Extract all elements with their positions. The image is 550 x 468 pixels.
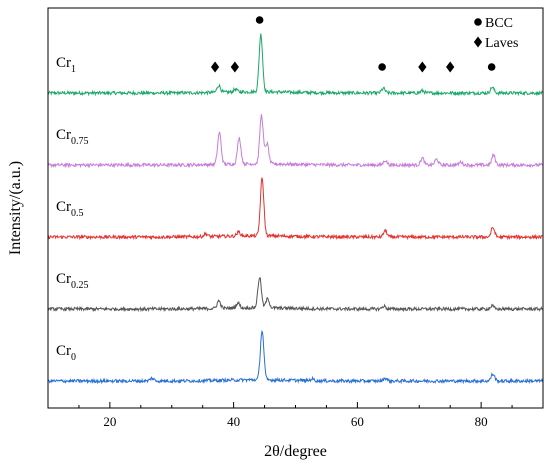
- laves-marker: [210, 61, 220, 73]
- bcc-marker: [255, 16, 264, 24]
- sample-label-subscript: 0.75: [71, 136, 89, 147]
- sample-label-subscript: 0: [71, 352, 76, 363]
- legend: BCC Laves: [473, 16, 518, 51]
- sample-label-base: Cr: [56, 127, 71, 143]
- sample-label-base: Cr: [56, 271, 71, 287]
- y-axis-title: Intensity/(a.u.): [7, 161, 24, 255]
- laves-marker: [418, 61, 427, 73]
- legend-label: Laves: [485, 36, 518, 51]
- series-line-cr-0-25: [47, 277, 544, 313]
- x-axis-title: 2θ/degree: [264, 443, 327, 460]
- sample-label-subscript: 1: [71, 64, 76, 75]
- sample-label: Cr0.5: [56, 199, 84, 219]
- sample-label: Cr0.25: [56, 271, 89, 291]
- x-tick-label: 80: [475, 414, 488, 429]
- x-tick-label: 40: [227, 414, 240, 429]
- plot-frame: [47, 7, 544, 409]
- annotation-layer: [210, 16, 496, 73]
- sample-label-subscript: 0.25: [71, 280, 89, 291]
- legend-label: BCC: [485, 16, 513, 31]
- legend-laves-marker: [473, 36, 483, 48]
- series-layer: [47, 33, 544, 385]
- series-line-cr-0-75: [47, 114, 544, 169]
- sample-label-base: Cr: [56, 55, 71, 71]
- x-tick-label: 20: [103, 414, 116, 429]
- x-axis: 20 40 60 80: [47, 402, 544, 429]
- sample-label-base: Cr: [56, 199, 71, 215]
- series-line-cr-0: [47, 329, 544, 385]
- bcc-marker: [378, 63, 386, 71]
- sample-label-subscript: 0.5: [71, 208, 84, 219]
- sample-label: Cr0.75: [56, 127, 89, 147]
- legend-bcc-marker: [474, 18, 482, 26]
- x-tick-label: 60: [351, 414, 364, 429]
- laves-marker: [230, 61, 239, 73]
- bcc-marker: [487, 63, 496, 71]
- sample-label-base: Cr: [56, 343, 71, 359]
- sample-label: Cr0: [56, 343, 76, 363]
- series-line-cr-0-5: [47, 177, 544, 241]
- series-line-cr-1: [47, 33, 544, 97]
- laves-marker: [446, 61, 455, 73]
- sample-label: Cr1: [56, 55, 76, 75]
